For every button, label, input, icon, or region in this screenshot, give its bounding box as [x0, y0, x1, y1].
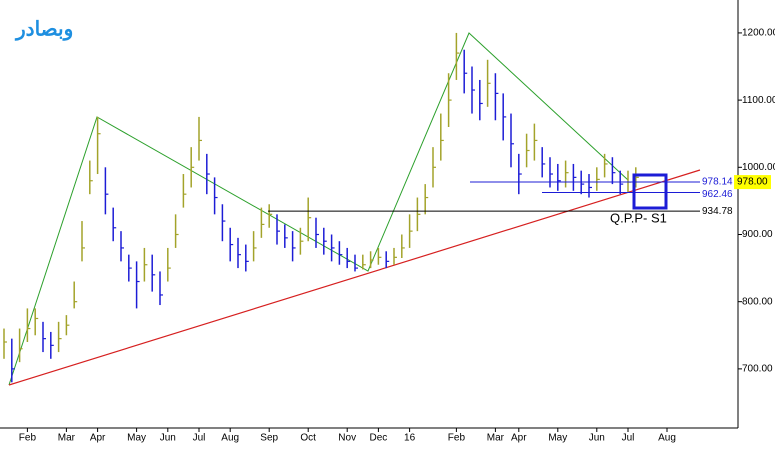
target-box	[632, 173, 668, 210]
level-label: 978.14	[702, 177, 733, 188]
x-tick-label: May	[127, 433, 146, 444]
x-tick-label: Apr	[90, 433, 106, 444]
x-tick-label: Dec	[370, 433, 388, 444]
x-tick-label: Aug	[221, 433, 239, 444]
x-tick-label: Mar	[487, 433, 505, 444]
last-price-box	[734, 175, 771, 190]
x-tick-label: Jun	[589, 433, 605, 444]
x-tick-label: Feb	[448, 433, 466, 444]
x-tick-label: Jul	[622, 433, 635, 444]
trend-line	[8, 169, 701, 386]
y-tick-label: 800.00	[742, 296, 773, 307]
y-tick-label: 1000.00	[742, 162, 775, 173]
zigzag	[8, 32, 629, 386]
logo: وبصادر	[14, 18, 73, 41]
x-tick-label: Jul	[193, 433, 206, 444]
y-tick-label: 700.00	[742, 364, 773, 375]
x-tick-label: May	[548, 433, 567, 444]
x-tick-label: Nov	[338, 433, 356, 444]
level-label: 962.46	[702, 189, 733, 200]
x-tick-label: Jun	[160, 433, 176, 444]
x-tick-label: Feb	[19, 433, 37, 444]
last-price-label: 978.00	[737, 177, 768, 188]
price-bars	[3, 32, 639, 383]
y-tick-label: 900.00	[742, 229, 773, 240]
x-tick-label: Sep	[260, 433, 278, 444]
annotation: Q.P.P- S1	[610, 210, 667, 225]
x-tick-label: Apr	[511, 433, 527, 444]
x-tick-label: Oct	[300, 433, 316, 444]
x-tick-label: Mar	[58, 433, 76, 444]
y-tick-label: 1100.00	[742, 95, 775, 106]
level-label: 934.78	[702, 206, 733, 217]
x-tick-label: 16	[404, 433, 416, 444]
x-tick-label: Aug	[658, 433, 676, 444]
y-tick-label: 1200.00	[742, 28, 775, 39]
